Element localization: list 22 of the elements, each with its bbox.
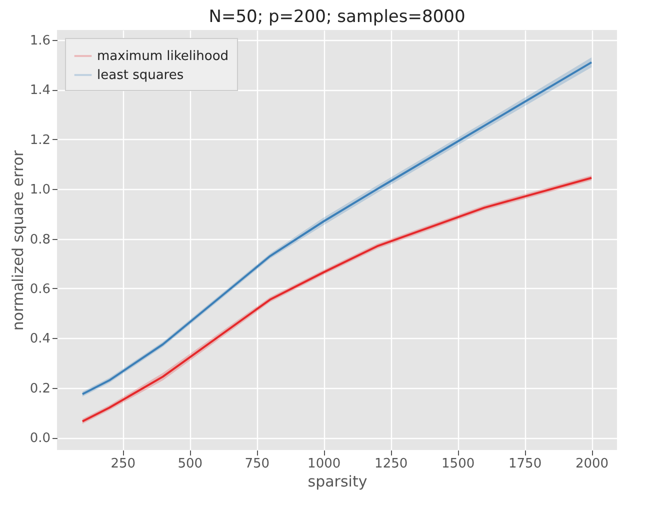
legend-label: maximum likelihood — [97, 49, 229, 64]
y-tick-label: 1.2 — [30, 132, 50, 148]
x-tick-label: 250 — [110, 456, 136, 472]
y-tick-label: 0.2 — [30, 381, 50, 396]
y-tick-label: 0.6 — [30, 282, 50, 297]
x-tick-label: 1750 — [508, 456, 542, 472]
y-tick-label: 0.0 — [30, 431, 50, 446]
x-tick-label: 750 — [244, 456, 270, 472]
x-tick-label: 1250 — [374, 456, 408, 472]
legend-label: least squares — [97, 68, 184, 83]
y-axis-title: normalized square error — [8, 150, 27, 331]
y-tick-label: 0.8 — [30, 232, 50, 248]
y-tick-label: 1.6 — [30, 33, 50, 48]
chart-title: N=50; p=200; samples=8000 — [208, 7, 466, 27]
y-tick-label: 0.4 — [30, 332, 50, 347]
y-tick-label: 1.0 — [30, 182, 50, 198]
x-tick-label: 500 — [178, 456, 203, 472]
x-axis-title: sparsity — [308, 472, 368, 490]
x-tick-label: 1000 — [308, 456, 341, 472]
x-tick-label: 2000 — [576, 456, 609, 472]
y-tick-label: 1.4 — [30, 83, 50, 98]
x-tick-label: 1500 — [442, 456, 475, 472]
